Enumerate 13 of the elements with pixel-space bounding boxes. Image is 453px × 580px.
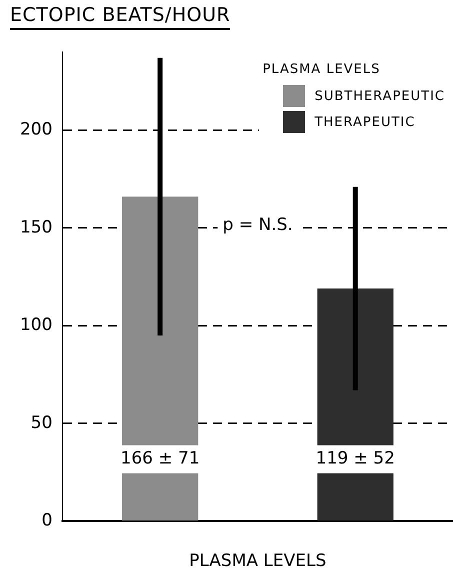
y-tick-label: 150 [20,217,52,238]
y-tick-label: 0 [42,510,52,531]
annotation: p = N.S. [222,215,293,236]
y-tick-label: 200 [20,120,52,140]
legend-label: SUBTHERAPEUTIC [314,88,445,104]
data-label: 119 ± 52 [316,448,395,469]
legend-label: THERAPEUTIC [314,114,416,130]
y-axis-title: ECTOPIC BEATS/HOUR [10,4,230,30]
data-label: 166 ± 71 [120,448,200,469]
x-axis-title: PLASMA LEVELS [189,551,326,572]
y-tick-label: 50 [30,412,52,433]
legend-title: PLASMA LEVELS [262,62,382,77]
y-tick-label: 100 [20,315,52,336]
